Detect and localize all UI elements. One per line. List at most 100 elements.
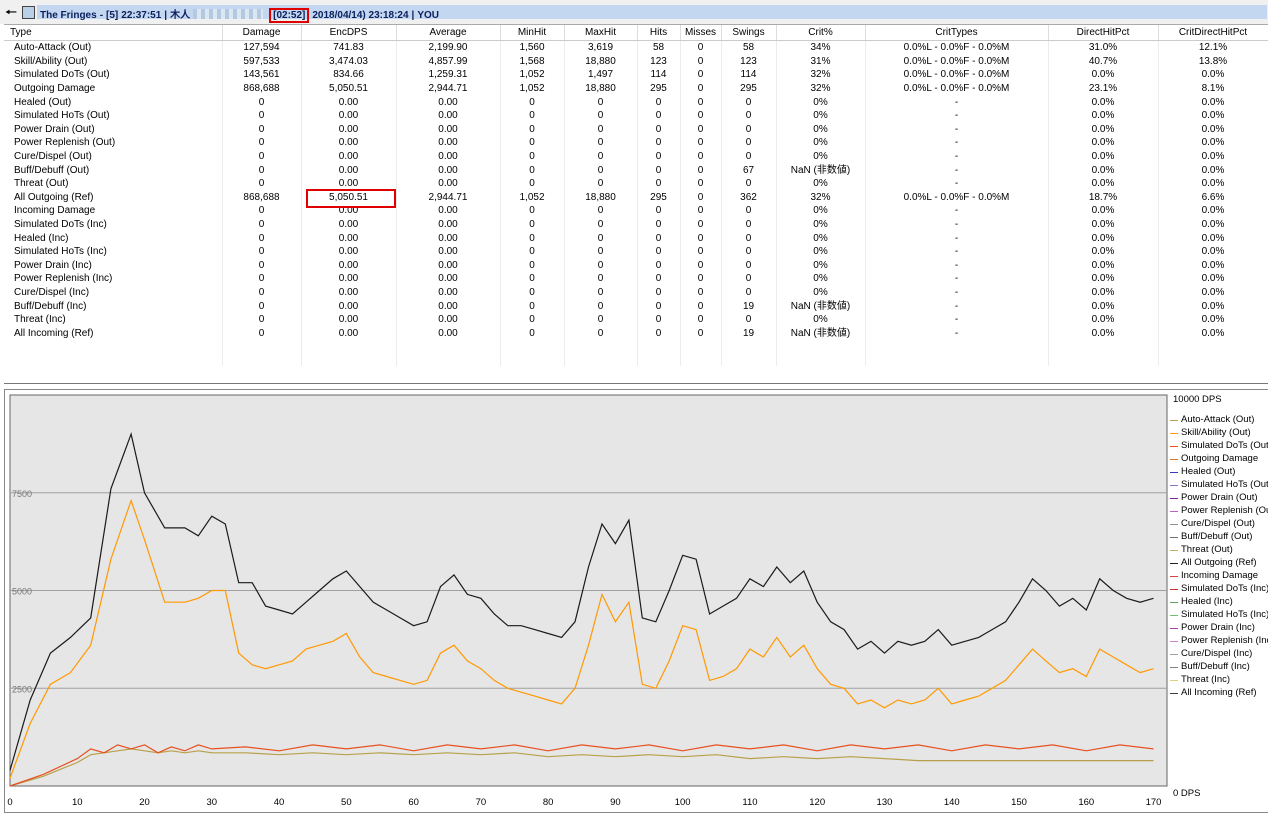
legend-swatch: [1170, 628, 1178, 629]
table-row[interactable]: All Incoming (Ref) 0 0.00 0.00 0 0 0 0 19 NaN (非数…: [4, 326, 1268, 341]
table-row[interactable]: Power Drain (Inc) 0 0.00 0.00 0 0 0 0 0 0% -0.0% 0.…: [4, 258, 1268, 273]
table-row[interactable]: Threat (Out) 0 0.00 0.00 0 0 0 0 0 0% -0.0% 0.0%: [4, 176, 1268, 191]
legend-item[interactable]: Simulated HoTs (Out): [1170, 479, 1268, 492]
table-cell: 0.00: [301, 136, 397, 150]
table-cell: 0: [637, 258, 681, 273]
table-cell: 0.0%: [1048, 204, 1159, 218]
legend-item[interactable]: Simulated HoTs (Inc): [1170, 609, 1268, 622]
legend-item[interactable]: Outgoing Damage: [1170, 453, 1268, 466]
table-cell: 0.00: [396, 285, 501, 300]
table-cell: Threat (Inc): [4, 312, 223, 327]
table-cell: 0: [500, 176, 565, 191]
table-row[interactable]: Power Replenish (Inc) 0 0.00 0.00 0 0 0 0 0 0% -0.…: [4, 272, 1268, 286]
table-cell: 0: [637, 95, 681, 109]
table-cell: 0: [564, 176, 638, 191]
table-row[interactable]: Buff/Debuff (Out) 0 0.00 0.00 0 0 0 0 67 NaN (非数値…: [4, 163, 1268, 177]
table-cell: 0.0%L - 0.0%F - 0.0%M: [865, 54, 1049, 69]
table-row[interactable]: Incoming Damage 0 0.00 0.00 0 0 0 0 0 0% -0.0% 0.0%: [4, 204, 1268, 218]
table-cell: 0.00: [301, 312, 397, 327]
table-row[interactable]: Simulated DoTs (Inc) 0 0.00 0.00 0 0 0 0 0 0% -0.0…: [4, 217, 1268, 232]
column-header[interactable]: CritTypes: [865, 25, 1049, 41]
table-row[interactable]: Buff/Debuff (Inc) 0 0.00 0.00 0 0 0 0 19 NaN (非数値…: [4, 299, 1268, 313]
legend-item[interactable]: All Outgoing (Ref): [1170, 557, 1268, 570]
table-row[interactable]: Healed (Inc) 0 0.00 0.00 0 0 0 0 0 0% -0.0% 0.0%: [4, 231, 1268, 245]
table-cell: -: [865, 95, 1049, 109]
legend-label: Power Replenish (Out): [1181, 505, 1268, 516]
table-cell: -: [865, 176, 1049, 191]
column-header[interactable]: MaxHit: [564, 25, 638, 41]
table-cell: Power Drain (Inc): [4, 258, 223, 273]
table-row[interactable]: Threat (Inc) 0 0.00 0.00 0 0 0 0 0 0% -0.0% 0.0%: [4, 312, 1268, 327]
column-header[interactable]: Misses: [680, 25, 722, 41]
table-cell: 0: [721, 204, 777, 218]
legend-item[interactable]: Cure/Dispel (Inc): [1170, 648, 1268, 661]
column-header[interactable]: EncDPS: [301, 25, 397, 41]
table-cell: 40.7%: [1048, 54, 1159, 69]
table-row[interactable]: Power Drain (Out) 0 0.00 0.00 0 0 0 0 0 0% -0.0% 0.…: [4, 122, 1268, 137]
column-header[interactable]: DirectHitPct: [1048, 25, 1159, 41]
table-cell: Simulated HoTs (Out): [4, 108, 223, 123]
table-cell: 0.0%: [1048, 244, 1159, 259]
table-cell: 0.00: [396, 244, 501, 259]
legend-item[interactable]: Simulated DoTs (Inc): [1170, 583, 1268, 596]
stats-table[interactable]: Type Damage EncDPS Average MinHit MaxHit Hits M…: [4, 24, 1268, 384]
table-cell: 741.83: [301, 40, 397, 55]
legend-item[interactable]: Power Replenish (Inc): [1170, 635, 1268, 648]
legend-item[interactable]: Skill/Ability (Out): [1170, 427, 1268, 440]
table-row[interactable]: Simulated HoTs (Out) 0 0.00 0.00 0 0 0 0 0 0% -0.0…: [4, 108, 1268, 123]
legend-item[interactable]: Cure/Dispel (Out): [1170, 518, 1268, 531]
legend-label: Simulated HoTs (Inc): [1181, 609, 1268, 620]
table-row[interactable]: Cure/Dispel (Inc) 0 0.00 0.00 0 0 0 0 0 0% -0.0% 0.…: [4, 285, 1268, 300]
legend-item[interactable]: Buff/Debuff (Out): [1170, 531, 1268, 544]
table-cell: 31.0%: [1048, 40, 1159, 55]
legend-item[interactable]: Healed (Inc): [1170, 596, 1268, 609]
legend-item[interactable]: Healed (Out): [1170, 466, 1268, 479]
table-row[interactable]: Skill/Ability (Out) 597,533 3,474.03 4,857.…: [4, 54, 1268, 69]
table-row[interactable]: Cure/Dispel (Out) 0 0.00 0.00 0 0 0 0 0 0% -0.0% 0.…: [4, 149, 1268, 164]
column-header[interactable]: Swings: [721, 25, 777, 41]
legend-item[interactable]: Simulated DoTs (Out): [1170, 440, 1268, 453]
table-cell: 58: [637, 40, 681, 55]
empty-cell: [865, 353, 1049, 367]
table-cell: 4,857.99: [396, 54, 501, 69]
x-tick-label: 30: [207, 797, 218, 808]
table-row[interactable]: Simulated HoTs (Inc) 0 0.00 0.00 0 0 0 0 0 0% -0.0…: [4, 244, 1268, 259]
legend-item[interactable]: Power Drain (Inc): [1170, 622, 1268, 635]
legend-swatch: [1170, 511, 1178, 512]
table-cell: 0.0%: [1048, 95, 1159, 109]
legend-label: Power Replenish (Inc): [1181, 635, 1268, 646]
table-cell: -: [865, 285, 1049, 300]
column-header[interactable]: Average: [396, 25, 501, 41]
legend-item[interactable]: Power Replenish (Out): [1170, 505, 1268, 518]
table-cell: 0: [680, 190, 722, 205]
table-row[interactable]: All Outgoing (Ref) 868,688 5,050.51 2,944.7…: [4, 190, 1268, 205]
legend-item[interactable]: Incoming Damage: [1170, 570, 1268, 583]
table-row[interactable]: Outgoing Damage 868,688 5,050.51 2,944.71 1,…: [4, 81, 1268, 96]
legend-item[interactable]: Auto-Attack (Out): [1170, 414, 1268, 427]
table-row[interactable]: Healed (Out) 0 0.00 0.00 0 0 0 0 0 0% -0.0% 0.0%: [4, 95, 1268, 109]
table-cell: 0%: [776, 312, 866, 327]
table-row[interactable]: Auto-Attack (Out) 127,594 741.83 2,199.90 1,…: [4, 40, 1268, 55]
legend-item[interactable]: Buff/Debuff (Inc): [1170, 661, 1268, 674]
column-header[interactable]: MinHit: [500, 25, 565, 41]
table-cell: 0: [564, 299, 638, 313]
legend-item[interactable]: Threat (Inc): [1170, 674, 1268, 687]
series-line: [9, 431, 1154, 771]
title-separator: -: [99, 10, 104, 21]
legend-item[interactable]: Threat (Out): [1170, 544, 1268, 557]
column-header[interactable]: Damage: [222, 25, 302, 41]
y-tick-label: 2500: [12, 684, 32, 694]
encounter-title-strip: [37, 5, 1267, 19]
column-header[interactable]: Crit%: [776, 25, 866, 41]
table-cell: 362: [721, 190, 777, 205]
back-arrow-icon[interactable]: 🠔: [4, 4, 18, 20]
table-cell: 0.00: [396, 122, 501, 137]
table-cell: 0.00: [301, 149, 397, 164]
legend-swatch: [1170, 485, 1178, 486]
column-header[interactable]: Hits: [637, 25, 681, 41]
table-row[interactable]: Power Replenish (Out) 0 0.00 0.00 0 0 0 0 0 0% -0.…: [4, 136, 1268, 150]
column-header[interactable]: Type: [4, 25, 223, 41]
legend-item[interactable]: Power Drain (Out): [1170, 492, 1268, 505]
table-cell: 0.00: [301, 122, 397, 137]
legend-item[interactable]: All Incoming (Ref): [1170, 687, 1268, 700]
